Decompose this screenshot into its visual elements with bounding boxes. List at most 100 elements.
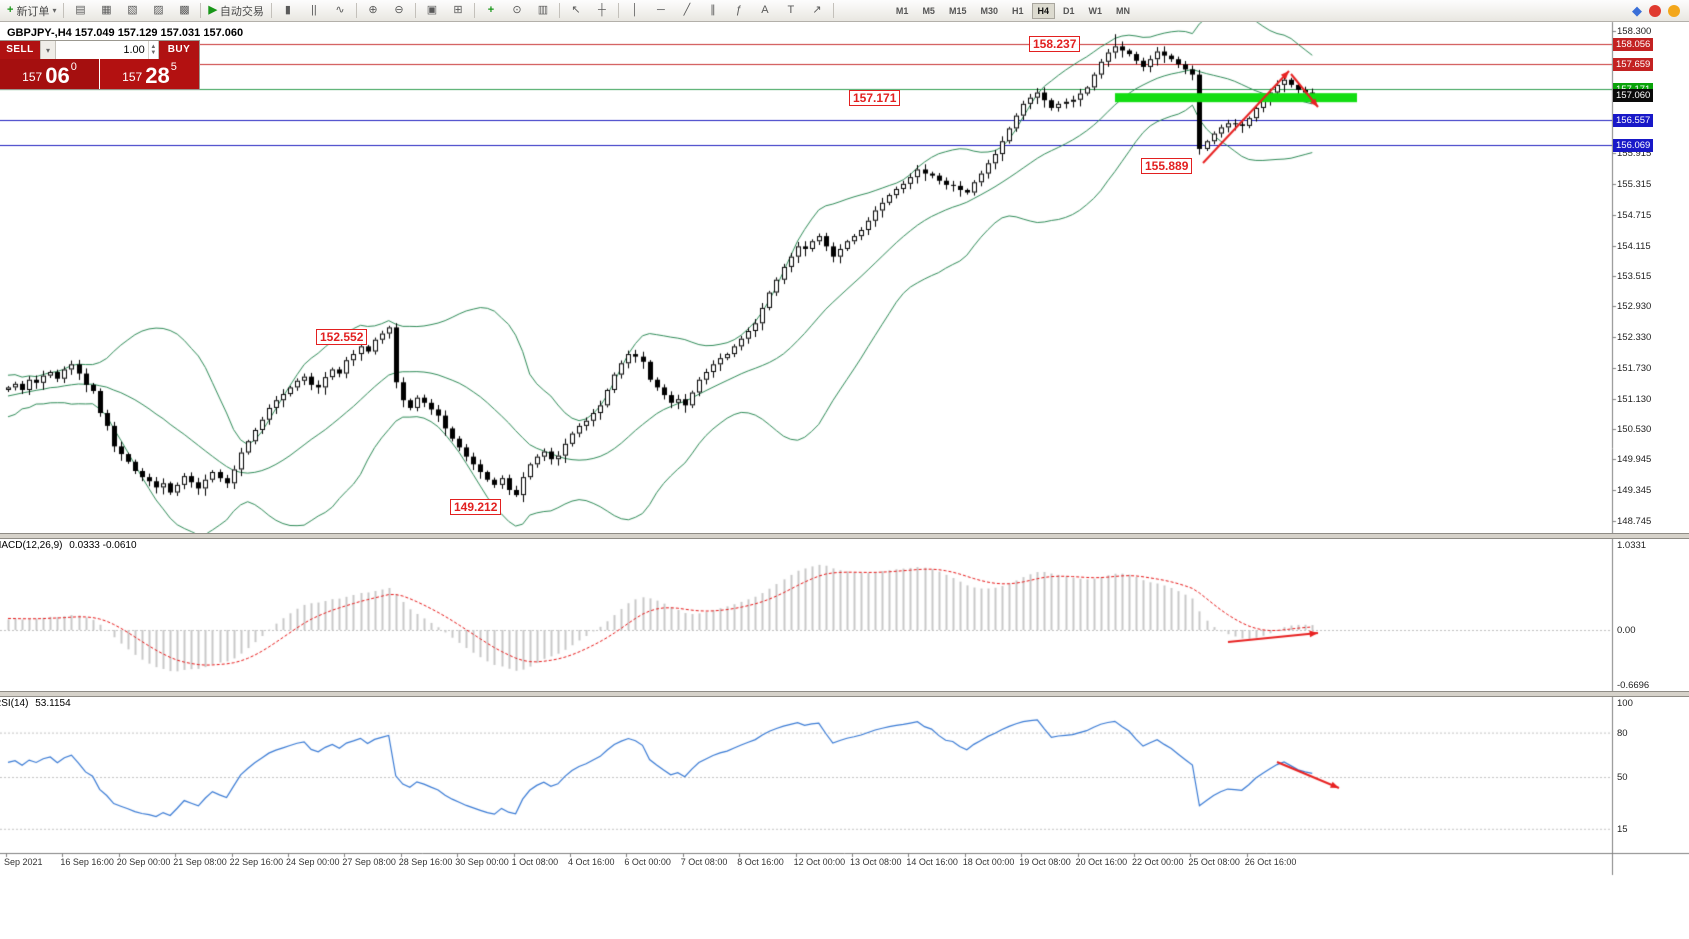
terminal-button[interactable]: ▨ [145,1,171,21]
chart-title: GBPJPY-,H4 157.049 157.129 157.031 157.0… [7,27,243,39]
navigator-button[interactable]: ▧ [119,1,145,21]
navigator-icon: ▧ [127,4,138,16]
arrows-button[interactable]: ↗ [804,1,830,21]
tile-windows-button[interactable]: ▣ [419,1,445,21]
timeframe-m1[interactable]: M1 [895,5,909,16]
cursor-button[interactable]: ↖ [563,1,589,21]
timeframe-h1[interactable]: H1 [1011,5,1024,16]
trade-options-dropdown[interactable]: ▾ [40,41,56,59]
time-axis-label: 24 Sep 00:00 [286,857,340,867]
alert-red-icon[interactable] [1649,4,1661,17]
crosshair-icon: ┼ [598,4,606,16]
macd-axis-label: -0.6696 [1617,680,1650,692]
price-axis-label: 154.115 [1617,240,1651,252]
periods-button[interactable]: ⊙ [504,1,530,21]
rsi-axis-label: 15 [1617,823,1628,835]
toolbar-right-group: ◆ [1632,4,1686,17]
cursor-icon: ↖ [571,4,581,16]
line-chart-button[interactable]: ∿ [327,1,353,21]
toolbar-separator [270,3,272,18]
strategy-tester-button[interactable]: ▩ [171,1,197,21]
pane-separator-macd[interactable] [0,533,1689,539]
toolbar-separator [832,3,834,18]
timeframe-m5[interactable]: M5 [922,5,935,16]
autotrading-button[interactable]: ▶ 自动交易 [204,1,267,21]
toolbar-separator [558,3,560,18]
candlestick-chart-button[interactable]: ▮ [275,1,301,21]
macd-indicator-label: MACD(12,26,9) 0.0333 -0.0610 [0,540,137,551]
trendline-button[interactable]: ╱ [674,1,700,21]
bar-chart-icon: || [311,4,317,16]
price-callout[interactable]: 157.171 [849,90,901,106]
zoom-in-icon: ⊕ [368,4,378,16]
market-watch-button[interactable]: ▤ [67,1,93,21]
fibonacci-icon: ƒ [735,4,742,16]
bar-chart-button[interactable]: || [301,1,327,21]
data-window-button[interactable]: ▦ [93,1,119,21]
periods-icon: ⊙ [512,4,522,16]
time-axis-label: 22 Sep 16:00 [229,857,284,867]
price-axis-label: 149.945 [1617,454,1652,466]
channel-button[interactable]: ∥ [700,1,726,21]
window-buttons-group: ▤ ▦ ▧ ▨ ▩ [67,1,197,21]
volume-down-icon[interactable]: ▼ [150,50,157,56]
price-axis-label: 155.915 [1617,148,1652,160]
buy-price-pips: 28 [145,63,170,88]
time-axis-label: 20 Sep 00:00 [116,857,171,867]
play-icon: ▶ [208,4,217,16]
add-indicator-button[interactable]: + [478,1,504,21]
line-chart-icon: ∿ [335,4,345,16]
top-toolbar: + 新订单 ▾ ▤ ▦ ▧ ▨ ▩ ▶ 自动交易 ▮ || ∿ ⊕ ⊖ ▣ ⊞ + ⊙ ▥ ↖ ┼ │ ─ ╱ ∥ ƒ A… [0,0,1689,22]
time-axis-label: 25 Oct 08:00 [1188,857,1240,867]
price-callout[interactable]: 152.552 [316,329,368,345]
horizontal-line-button[interactable]: ─ [648,1,674,21]
price-callout[interactable]: 155.889 [1141,158,1193,174]
toolbar-separator [414,3,416,18]
macd-values: 0.0333 -0.0610 [69,540,137,551]
price-axis-label: 152.930 [1617,301,1652,313]
timeframe-mn[interactable]: MN [1116,5,1131,16]
sell-button[interactable]: SELL [0,41,40,59]
market-watch-icon: ▤ [75,4,86,16]
time-axis-label: 13 Oct 08:00 [850,857,902,867]
timeframe-m30[interactable]: M30 [980,5,998,16]
new-order-icon: + [7,4,14,16]
timeframe-w1[interactable]: W1 [1088,5,1103,16]
fibonacci-button[interactable]: ƒ [726,1,752,21]
price-tag-blue: 156.069 [1613,139,1654,153]
time-axis-label: 27 Sep 08:00 [342,857,396,867]
pane-separator-rsi[interactable] [0,691,1689,697]
sell-price[interactable]: 157 06 0 [0,59,99,89]
rsi-axis-label: 50 [1617,772,1628,783]
timeframe-h4[interactable]: H4 [1031,2,1056,19]
volume-up-icon[interactable]: ▲ [150,44,157,50]
text-button[interactable]: A [752,1,778,21]
crosshair-button[interactable]: ┼ [589,1,615,21]
price-callout[interactable]: 149.212 [450,499,502,515]
alert-yellow-icon[interactable] [1668,4,1680,17]
community-icon[interactable]: ◆ [1632,3,1642,18]
volume-input[interactable] [56,41,148,59]
timeframe-m15[interactable]: M15 [948,5,967,16]
new-order-label: 新订单 [16,5,50,18]
new-order-button[interactable]: + 新订单 ▾ [3,1,60,21]
vertical-line-button[interactable]: │ [622,1,648,21]
price-callout[interactable]: 158.237 [1029,36,1081,52]
timeframe-d1[interactable]: D1 [1063,5,1075,16]
buy-price[interactable]: 157 28 5 [100,59,199,89]
price-axis-label: 154.715 [1617,209,1652,221]
time-axis-label: 19 Oct 08:00 [1019,857,1071,867]
text-icon: A [761,4,769,16]
time-axis-label: 30 Sep 00:00 [455,857,509,867]
toolbar-separator [200,3,202,18]
new-chart-button[interactable]: ⊞ [445,1,471,21]
zoom-out-button[interactable]: ⊖ [386,1,412,21]
text-label-button[interactable]: T [778,1,804,21]
zoom-in-button[interactable]: ⊕ [360,1,386,21]
buy-button[interactable]: BUY [159,41,199,59]
templates-button[interactable]: ▥ [530,1,556,21]
time-axis-label: 16 Sep 16:00 [60,857,114,867]
channel-icon: ∥ [710,4,716,16]
